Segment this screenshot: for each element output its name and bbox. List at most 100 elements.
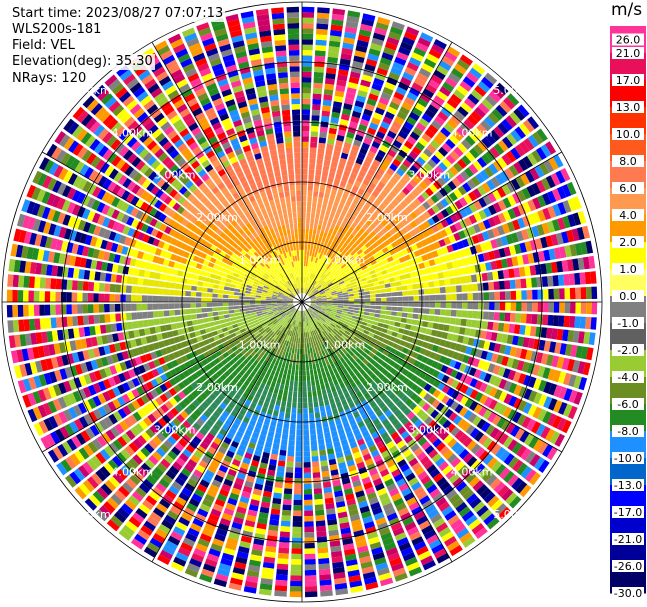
velocity-gate	[353, 261, 359, 268]
velocity-gate	[571, 228, 580, 242]
velocity-gate	[402, 302, 409, 307]
velocity-gate	[351, 374, 359, 382]
velocity-gate	[305, 260, 308, 267]
velocity-gate	[332, 305, 338, 308]
velocity-gate	[381, 376, 389, 384]
velocity-gate	[316, 328, 320, 334]
velocity-gate	[501, 153, 512, 166]
velocity-gate	[450, 114, 462, 126]
velocity-gate	[504, 167, 515, 180]
velocity-gate	[493, 481, 506, 494]
velocity-gate	[487, 321, 494, 331]
velocity-gate	[201, 313, 208, 318]
velocity-gate	[331, 309, 337, 313]
velocity-gate	[569, 244, 578, 257]
velocity-gate	[522, 337, 530, 348]
velocity-gate	[349, 278, 356, 283]
velocity-gate	[390, 287, 397, 292]
velocity-gate	[310, 131, 319, 138]
velocity-gate	[438, 239, 446, 247]
velocity-gate	[312, 256, 316, 263]
velocity-gate	[346, 15, 360, 24]
velocity-gate	[286, 456, 294, 462]
velocity-gate	[333, 281, 339, 286]
velocity-gate	[120, 303, 126, 312]
velocity-gate	[395, 400, 404, 408]
velocity-gate	[563, 388, 573, 402]
velocity-gate	[391, 302, 398, 306]
velocity-gate	[208, 321, 216, 327]
velocity-gate	[421, 356, 429, 364]
velocity-gate	[339, 246, 345, 253]
velocity-gate	[463, 194, 473, 204]
velocity-gate	[449, 165, 459, 176]
velocity-gate	[434, 165, 444, 176]
velocity-gate	[557, 217, 566, 230]
velocity-gate	[451, 177, 461, 188]
velocity-gate	[379, 57, 392, 66]
velocity-gate	[297, 408, 302, 414]
velocity-gate	[373, 77, 385, 87]
velocity-gate	[334, 283, 340, 287]
velocity-gate	[351, 259, 357, 265]
velocity-gate	[350, 318, 357, 323]
velocity-gate	[411, 277, 418, 284]
velocity-gate	[460, 395, 469, 406]
velocity-gate	[430, 266, 438, 273]
velocity-gate	[399, 106, 410, 116]
velocity-gate	[422, 499, 434, 510]
velocity-gate	[461, 421, 471, 432]
velocity-gate	[476, 273, 483, 282]
velocity-gate	[304, 553, 316, 560]
velocity-gate	[528, 436, 539, 449]
velocity-gate	[369, 145, 378, 154]
velocity-gate	[541, 177, 551, 191]
velocity-gate	[462, 489, 475, 501]
velocity-gate	[323, 322, 329, 328]
velocity-gate	[361, 430, 370, 438]
velocity-gate	[408, 265, 415, 272]
velocity-gate	[344, 280, 351, 285]
velocity-gate	[464, 167, 474, 178]
velocity-gate	[483, 302, 490, 310]
velocity-gate	[341, 273, 347, 279]
velocity-gate	[338, 320, 344, 325]
velocity-gate	[326, 143, 334, 151]
velocity-gate	[465, 424, 476, 435]
velocity-gate	[501, 356, 509, 367]
velocity-gate	[338, 269, 344, 275]
velocity-gate	[373, 198, 382, 207]
velocity-gate	[346, 285, 353, 290]
velocity-gate	[307, 380, 311, 387]
velocity-gate	[572, 360, 581, 373]
velocity-gate	[373, 281, 380, 286]
velocity-gate	[332, 270, 339, 276]
velocity-gate	[375, 305, 382, 310]
velocity-gate	[364, 241, 372, 249]
velocity-gate	[302, 212, 306, 218]
velocity-gate	[401, 226, 409, 235]
velocity-gate	[353, 411, 360, 419]
velocity-gate	[575, 345, 583, 359]
velocity-gate	[314, 307, 321, 311]
velocity-gate	[380, 227, 388, 235]
velocity-gate	[282, 373, 287, 380]
velocity-gate	[447, 180, 457, 191]
velocity-gate	[12, 289, 18, 302]
velocity-gate	[519, 141, 530, 154]
velocity-gate	[512, 219, 521, 231]
velocity-gate	[508, 245, 517, 256]
velocity-gate	[555, 232, 564, 245]
velocity-gate	[18, 319, 25, 332]
velocity-gate	[330, 253, 336, 260]
velocity-gate	[406, 318, 413, 325]
velocity-gate	[320, 260, 325, 266]
velocity-gate	[297, 397, 302, 403]
velocity-gate	[394, 246, 401, 253]
velocity-gate	[543, 249, 551, 261]
velocity-gate	[432, 438, 442, 448]
velocity-gate	[461, 284, 468, 292]
velocity-gate	[474, 106, 486, 119]
velocity-gate	[387, 413, 396, 422]
velocity-gate	[316, 28, 328, 35]
